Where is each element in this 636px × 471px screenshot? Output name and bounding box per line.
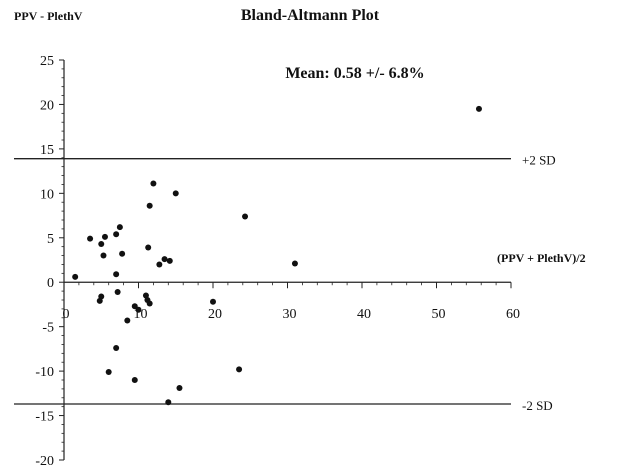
- y-tick-label: 5: [47, 232, 54, 247]
- data-point: [242, 213, 249, 220]
- y-tick-label: 25: [40, 54, 54, 69]
- data-point: [100, 252, 107, 259]
- data-point: [166, 257, 173, 264]
- data-point: [210, 298, 216, 305]
- y-axis-label: PPV - PlethV: [14, 9, 83, 23]
- data-point: [236, 366, 243, 373]
- x-tick-label: 0: [63, 307, 70, 322]
- data-point: [96, 297, 103, 304]
- data-point: [87, 235, 94, 242]
- sd-line-label: +2 SD: [522, 153, 556, 168]
- y-tick-label: -15: [35, 410, 54, 425]
- data-point: [72, 273, 79, 280]
- y-tick-label: -20: [35, 454, 54, 469]
- data-point: [98, 241, 105, 247]
- sd-line-label: -2 SD: [522, 398, 553, 413]
- data-point: [146, 202, 153, 209]
- data-points: [72, 105, 482, 406]
- data-point: [101, 233, 108, 240]
- data-point: [124, 317, 131, 324]
- data-point: [135, 306, 142, 313]
- chart-title: Bland-Altmann Plot: [241, 7, 380, 24]
- data-point: [161, 256, 168, 263]
- y-tick-label: 20: [40, 98, 54, 113]
- x-tick-label: 20: [208, 307, 222, 322]
- data-point: [116, 224, 123, 231]
- x-tick-label: 30: [283, 307, 297, 322]
- y-tick-label: 15: [40, 143, 54, 158]
- data-point: [114, 289, 121, 295]
- y-tick-label: 0: [47, 276, 54, 291]
- data-point: [156, 261, 163, 268]
- data-point: [105, 369, 112, 375]
- data-point: [131, 377, 138, 383]
- data-point: [146, 300, 153, 307]
- x-axis-label: (PPV + PlethV)/2: [497, 251, 586, 265]
- data-point: [113, 231, 120, 238]
- data-point: [475, 105, 482, 112]
- y-tick-label: 10: [40, 187, 54, 202]
- data-point: [172, 190, 179, 197]
- data-point: [150, 180, 157, 187]
- reference-lines: +2 SD -2 SD: [14, 153, 556, 413]
- x-tick-label: 60: [506, 307, 520, 322]
- x-tick-label: 40: [357, 307, 371, 322]
- data-point: [131, 303, 138, 310]
- data-point: [165, 399, 172, 406]
- data-point: [176, 385, 183, 391]
- data-point: [145, 244, 152, 251]
- data-point: [291, 260, 298, 267]
- data-point: [113, 271, 120, 278]
- x-tick-label: 50: [432, 307, 446, 322]
- y-tick-label: -5: [42, 321, 54, 336]
- y-tick-label: -10: [35, 365, 54, 380]
- data-point: [113, 345, 120, 351]
- data-point: [119, 250, 126, 257]
- chart-subtitle: Mean: 0.58 +/- 6.8%: [285, 65, 424, 82]
